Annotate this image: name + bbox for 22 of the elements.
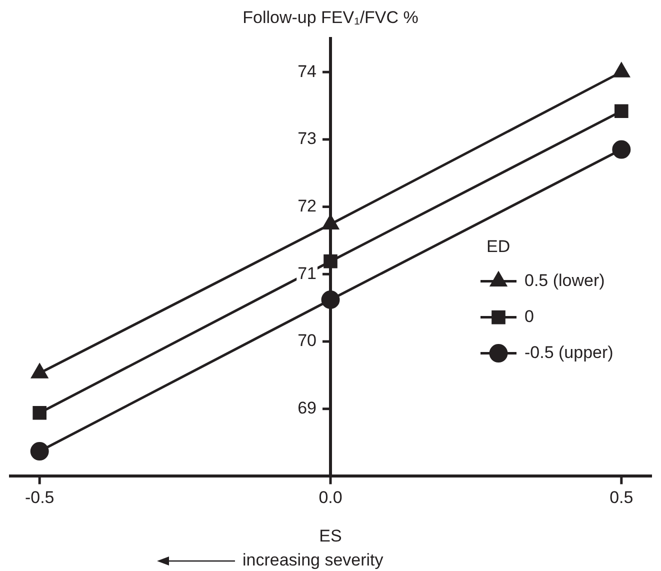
point: [324, 254, 338, 268]
y-tick-label: 71: [298, 264, 316, 283]
legend-label: 0: [524, 306, 534, 326]
legend-label: 0.5 (lower): [524, 270, 605, 290]
point: [612, 140, 631, 159]
point: [32, 406, 46, 420]
x-tick-label: -0.5: [24, 488, 54, 508]
legend-title: ED: [486, 236, 510, 256]
y-tick-label: 72: [298, 196, 316, 216]
point: [614, 104, 628, 118]
y-tick-label: 73: [298, 129, 316, 148]
point: [321, 290, 340, 309]
legend-label: -0.5 (upper): [524, 342, 614, 362]
text: increasing severity: [242, 550, 384, 570]
x-tick-label: 0.0: [318, 488, 342, 508]
x-tick-label: 0.5: [610, 488, 634, 508]
chart-title: Follow-up FEV₁/FVC %: [242, 8, 418, 27]
y-tick-label: 74: [298, 62, 316, 81]
point: [30, 442, 49, 461]
y-tick-label: 70: [298, 331, 316, 350]
y-tick-label: 69: [298, 398, 316, 418]
x-axis-title: ES: [319, 526, 342, 546]
